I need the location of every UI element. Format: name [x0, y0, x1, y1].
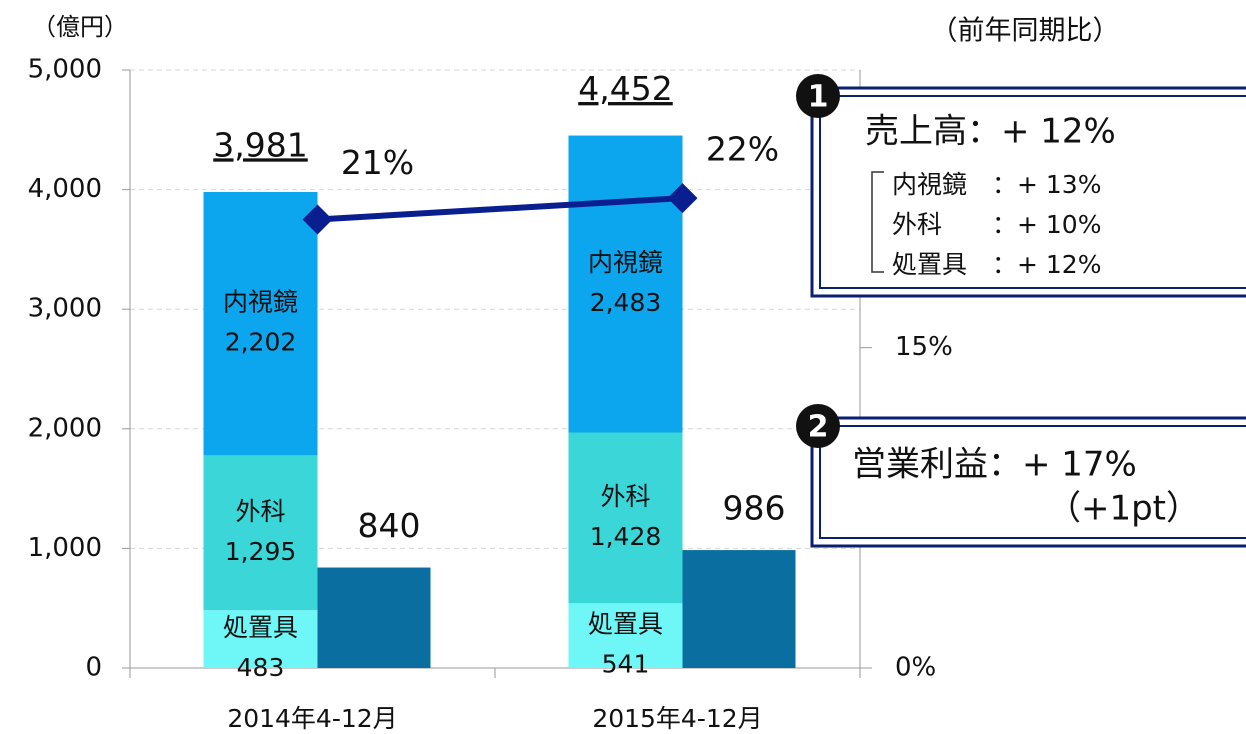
bar-segment: [203, 455, 318, 611]
bar-value: 840: [358, 506, 421, 545]
x-tick-label: 2015年4-12月: [592, 704, 762, 733]
y-unit-label: （億円）: [32, 13, 128, 41]
margin-marker: [667, 183, 698, 214]
total-label: 3,981: [213, 125, 307, 164]
y-tick-label: 2,000: [28, 413, 102, 443]
y-tick-label: 0: [85, 653, 102, 683]
margin-label: 22%: [706, 130, 779, 169]
segment-name: 内視鏡: [588, 248, 663, 277]
segment-value: 2,202: [225, 328, 297, 357]
annotation-marker: [796, 404, 840, 448]
segment-name: 処置具: [223, 613, 298, 642]
annotation-box-outer: [810, 416, 1246, 548]
margin-line: [317, 195, 683, 223]
annotation-line: 外科 ：+ 10%: [892, 210, 1101, 239]
segment-name: 内視鏡: [223, 288, 298, 317]
annotation-bracket: [871, 171, 884, 273]
bar-segment: [568, 135, 683, 433]
total-label: 4,452: [578, 69, 672, 108]
segment-value: 1,428: [590, 522, 662, 551]
segment-name: 外科: [600, 482, 650, 511]
segment-value: 2,483: [590, 288, 662, 317]
annotation-line: 内視鏡 ：+ 13%: [892, 170, 1101, 199]
annotation-line: 処置具 ：+ 12%: [892, 250, 1101, 279]
annotation-box-inner: [819, 425, 1246, 539]
annotation-title: 営業利益：+ 17%: [852, 445, 1137, 485]
bar: [317, 567, 431, 668]
y-tick-label: 4,000: [28, 174, 102, 204]
segment-name: 外科: [235, 497, 285, 526]
annotation-marker-text: 2: [808, 410, 829, 445]
segment-value: 1,295: [225, 537, 297, 566]
bar-segment: [203, 191, 318, 456]
margin-label: 21%: [341, 143, 414, 182]
annotation-box-inner: [819, 95, 1246, 289]
segment-value: 483: [237, 653, 285, 682]
annotation-box-outer: [810, 86, 1246, 298]
y2-tick-label: 0%: [895, 653, 936, 683]
x-tick-label: 2014年4-12月: [227, 704, 397, 733]
annotation-line: （+1pt）: [1047, 489, 1200, 529]
margin-marker: [302, 204, 333, 235]
bar-segment: [203, 610, 318, 668]
bar-segment: [568, 603, 683, 668]
bar-segment: [568, 432, 683, 604]
y2-tick-label: 15%: [895, 332, 953, 362]
y-tick-label: 1,000: [28, 533, 102, 563]
y-tick-label: 3,000: [28, 294, 102, 324]
annotation-marker-text: 1: [808, 80, 829, 115]
segment-name: 処置具: [588, 610, 663, 639]
annotation-marker: [796, 74, 840, 118]
bar: [682, 550, 796, 668]
bar-value: 986: [723, 489, 786, 528]
y-tick-label: 5,000: [28, 55, 102, 85]
y2-unit-label: （前年同期比）: [931, 16, 1120, 47]
segment-value: 541: [602, 650, 650, 679]
annotation-title: 売上高：+ 12%: [865, 112, 1116, 152]
